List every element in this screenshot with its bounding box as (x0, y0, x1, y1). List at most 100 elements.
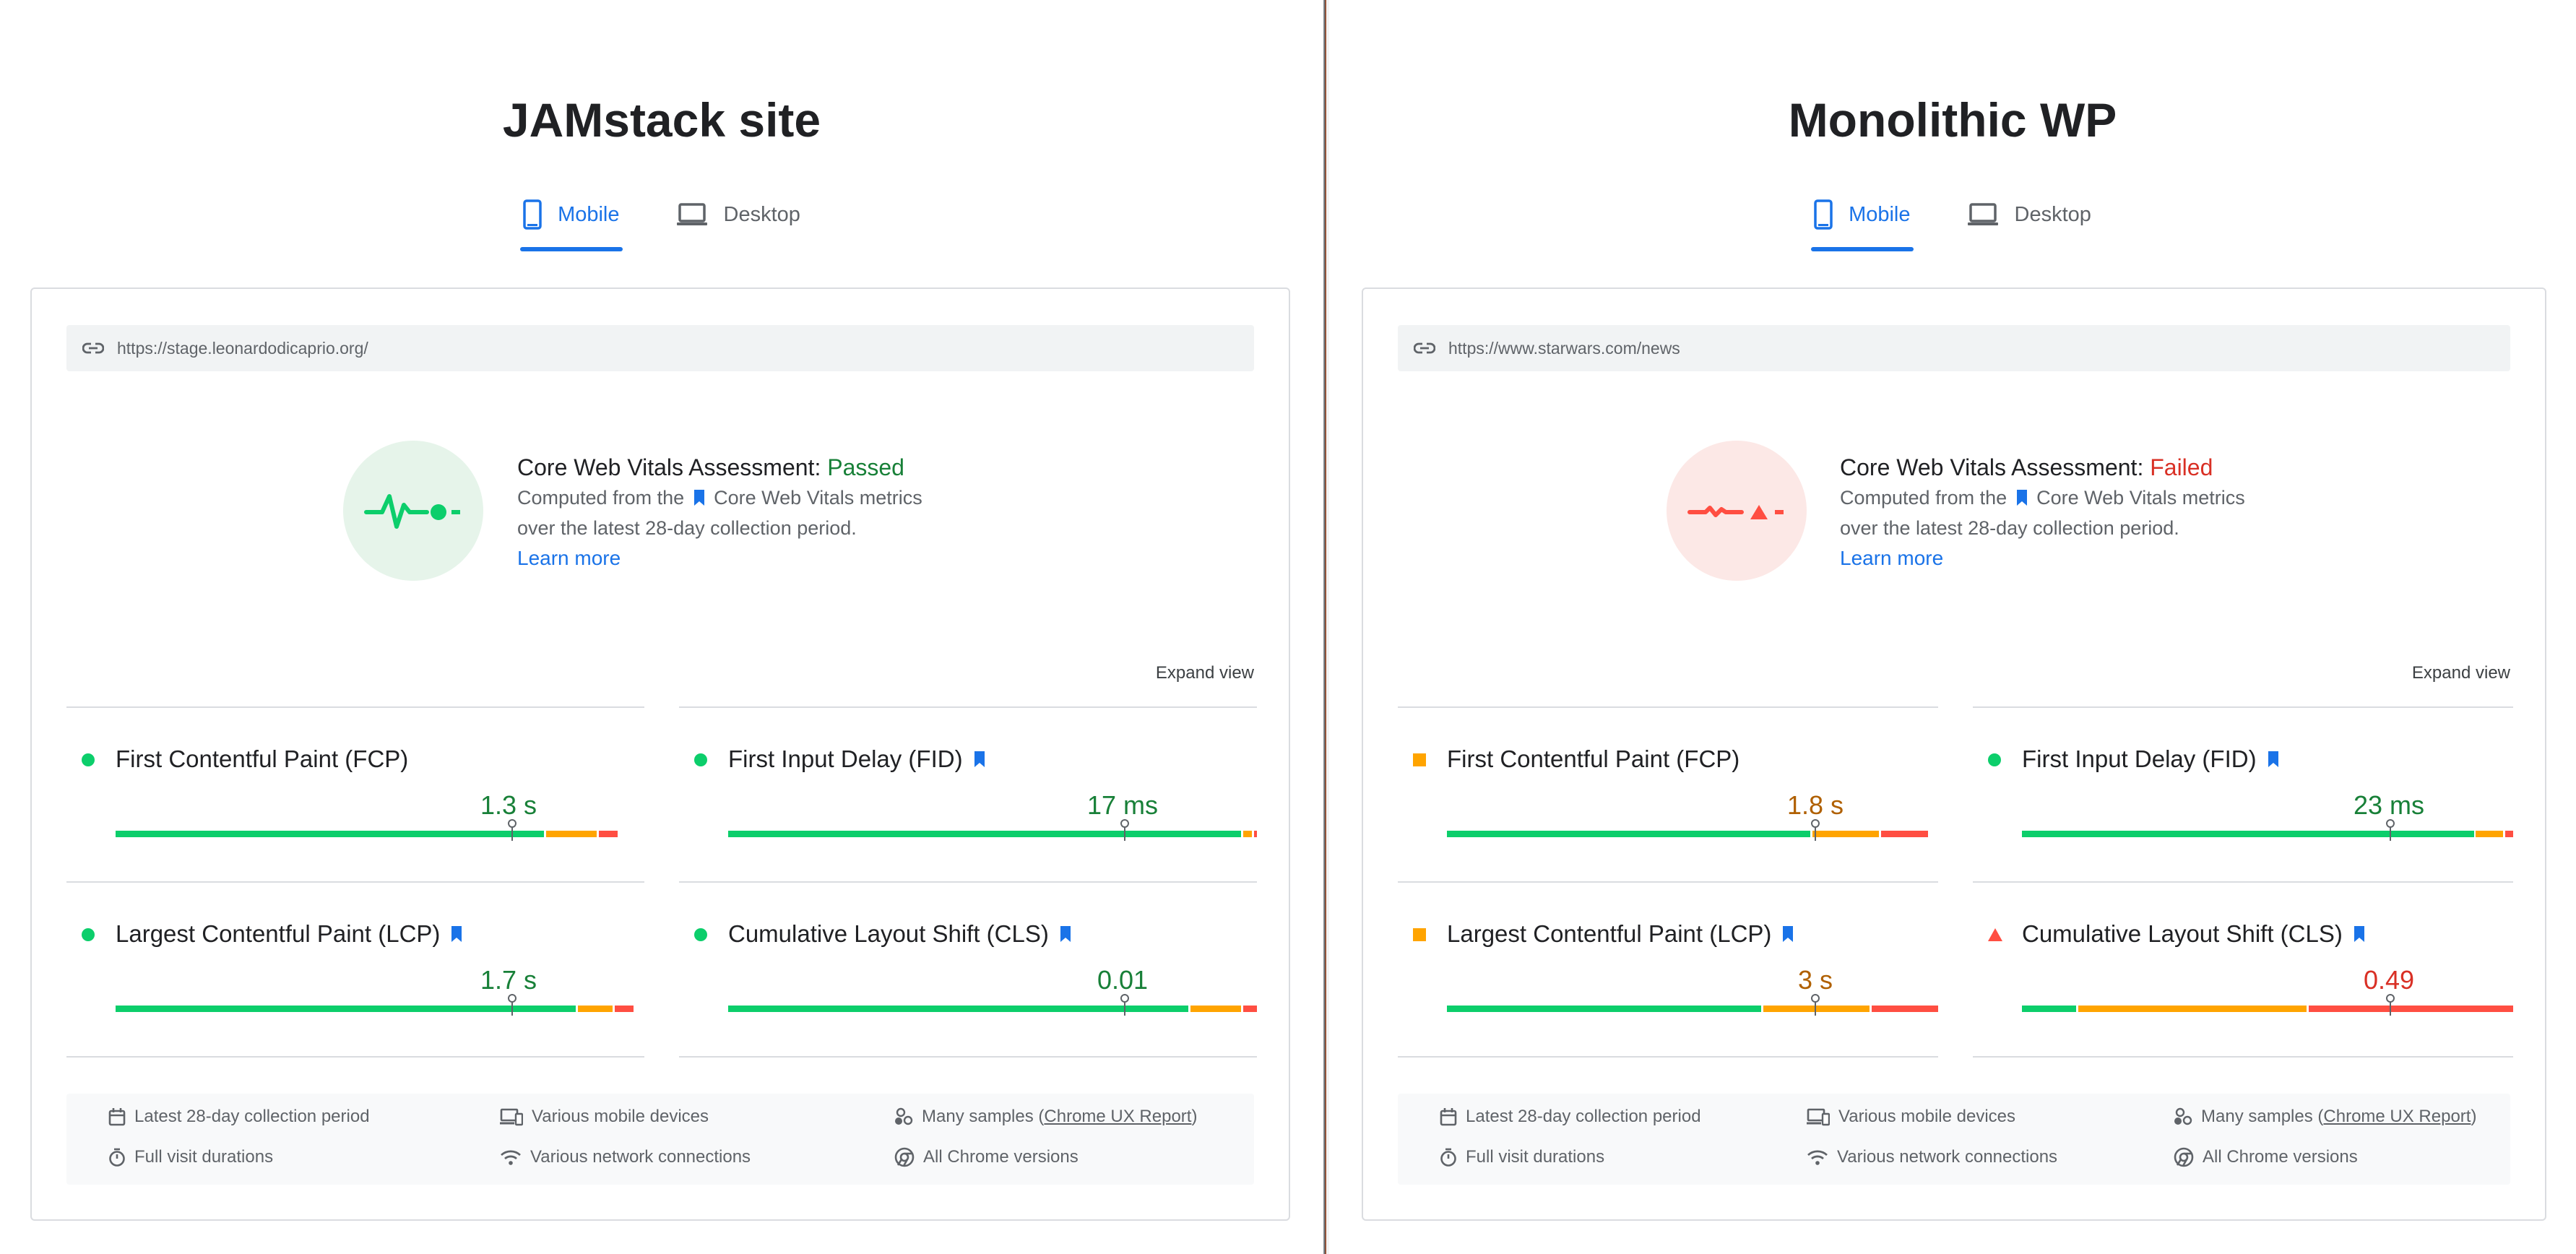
samples-text: Many samples (Chrome UX Report) (922, 1107, 1197, 1127)
panel-monolithic-wp: Monolithic WP Mobile Desktop https://www… (1329, 0, 2576, 1254)
metric-name: First Contentful Paint (FCP) (116, 745, 408, 773)
distribution-segment-ni (2476, 831, 2504, 837)
metric-value: 0.01 (1097, 965, 1149, 995)
metric-label: First Contentful Paint (FCP) (1447, 745, 1740, 772)
chrome-icon (2174, 1147, 2194, 1167)
distribution-segment-ni (1190, 1006, 1242, 1012)
url-bar: https://www.starwars.com/news (1398, 325, 2510, 371)
desc-text: Computed from the (517, 487, 690, 509)
desktop-icon (1967, 203, 1998, 225)
wifi-icon (1807, 1150, 1828, 1165)
window-divider (1323, 0, 1329, 1254)
marker-pin-icon (2386, 819, 2395, 841)
metric-lcp: Largest Contentful Paint (LCP) 1.7 s (66, 881, 644, 1056)
metric-label: Largest Contentful Paint (LCP) (1447, 920, 1772, 947)
assessment-status: Passed (827, 454, 904, 480)
distribution-bar (1447, 819, 1938, 841)
collection-period: Latest 28-day collection period (1440, 1107, 1701, 1127)
distribution-segment-good (1447, 1006, 1762, 1012)
footer-text: Various network connections (530, 1147, 751, 1167)
wifi-icon (501, 1150, 521, 1165)
metric-name: Cumulative Layout Shift (CLS) (728, 920, 1072, 948)
cwv-assessment: Core Web Vitals Assessment: Passed Compu… (32, 441, 1289, 585)
footer-text: Latest 28-day collection period (1466, 1107, 1701, 1126)
distribution-segment-poor (1881, 831, 1929, 837)
samples-info: Many samples (Chrome UX Report) (894, 1107, 1197, 1127)
metric-fcp: First Contentful Paint (FCP) 1.3 s (66, 706, 644, 881)
tab-mobile[interactable]: Mobile (1811, 194, 1914, 251)
distribution-segment-poor (2309, 1006, 2513, 1012)
assessment-text: Core Web Vitals Assessment: Failed Compu… (1840, 452, 2245, 574)
marker-pin-icon (1120, 819, 1129, 841)
mobile-icon (523, 199, 542, 230)
expand-view-button[interactable]: Expand view (2411, 663, 2510, 683)
device-tabs: Mobile Desktop (0, 194, 1323, 251)
bookmark-icon (974, 751, 985, 767)
good-indicator-icon (82, 753, 95, 766)
assessment-label: Core Web Vitals Assessment: (517, 454, 828, 480)
collection-period: Latest 28-day collection period (108, 1107, 370, 1127)
metric-fcp: First Contentful Paint (FCP) 1.8 s (1398, 706, 1938, 881)
metrics-divider (679, 1056, 1257, 1058)
calendar-icon (1440, 1108, 1457, 1126)
good-indicator-icon (694, 753, 707, 766)
distribution-bar (2022, 994, 2513, 1016)
bookmark-icon (2354, 926, 2364, 942)
chrome-ux-report-link[interactable]: Chrome UX Report (1044, 1107, 1192, 1126)
distribution-segment-good (1447, 831, 1811, 837)
metric-value: 1.3 s (480, 790, 537, 820)
footer-text: Various mobile devices (532, 1107, 709, 1126)
distribution-segment-good (2022, 831, 2474, 837)
chrome-versions: All Chrome versions (2174, 1147, 2358, 1167)
learn-more-link[interactable]: Learn more (1840, 547, 1944, 569)
distribution-bar (2022, 819, 2513, 841)
needs-improvement-indicator-icon (1413, 753, 1426, 766)
expand-view-button[interactable]: Expand view (1155, 663, 1254, 683)
bookmark-icon (693, 490, 704, 506)
distribution-segment-ni (1242, 831, 1252, 837)
distribution-bar (728, 819, 1257, 841)
poor-indicator-icon (1988, 928, 2002, 941)
tab-label: Desktop (2014, 202, 2091, 226)
good-indicator-icon (694, 928, 707, 941)
footer-text: Various network connections (1837, 1147, 2058, 1167)
footer-text: Many samples ( (2201, 1107, 2324, 1126)
tab-desktop[interactable]: Desktop (673, 194, 803, 251)
assessment-desc-line2: over the latest 28-day collection period… (517, 517, 857, 539)
distribution-segment-poor (599, 831, 618, 837)
network-info: Various network connections (1807, 1147, 2057, 1167)
assessment-label: Core Web Vitals Assessment: (1840, 454, 2151, 480)
panel-jamstack: JAMstack site Mobile Desktop https://sta… (0, 93, 1323, 1221)
footer-text: Full visit durations (1466, 1147, 1605, 1167)
metric-label: Cumulative Layout Shift (CLS) (728, 920, 1049, 947)
distribution-segment-poor (2505, 831, 2513, 837)
metric-value: 0.49 (2363, 965, 2415, 995)
devices-icon (500, 1108, 523, 1126)
link-icon (82, 342, 104, 354)
tab-mobile[interactable]: Mobile (520, 194, 623, 251)
url-bar: https://stage.leonardodicaprio.org/ (66, 325, 1254, 371)
devices-info: Various mobile devices (1807, 1107, 2015, 1127)
learn-more-link[interactable]: Learn more (517, 547, 621, 569)
distribution-segment-good (728, 1006, 1188, 1012)
metric-lcp: Largest Contentful Paint (LCP) 3 s (1398, 881, 1938, 1056)
marker-pin-icon (2386, 994, 2395, 1016)
metric-name: First Input Delay (FID) (728, 745, 986, 773)
footer-text: Many samples ( (922, 1107, 1045, 1126)
samples-icon (895, 1107, 913, 1125)
metric-fid: First Input Delay (FID) 17 ms (679, 706, 1257, 881)
network-info: Various network connections (500, 1147, 751, 1167)
metrics-divider (1973, 1056, 2513, 1058)
distribution-segment-good (2022, 1006, 2076, 1012)
assessment-desc: Computed from the Core Web Vitals metric… (517, 483, 922, 513)
page-title: Monolithic WP (1788, 93, 2117, 147)
chrome-ux-report-link[interactable]: Chrome UX Report (2323, 1107, 2471, 1126)
visit-durations: Full visit durations (108, 1147, 273, 1167)
metric-label: First Input Delay (FID) (728, 745, 963, 772)
distribution-segment-poor (615, 1006, 634, 1012)
distribution-segment-ni (577, 1006, 613, 1012)
good-indicator-icon (1988, 753, 2001, 766)
distribution-bar (728, 994, 1257, 1016)
tab-desktop[interactable]: Desktop (1964, 194, 2094, 251)
assessment-desc-line2: over the latest 28-day collection period… (1840, 517, 2179, 539)
